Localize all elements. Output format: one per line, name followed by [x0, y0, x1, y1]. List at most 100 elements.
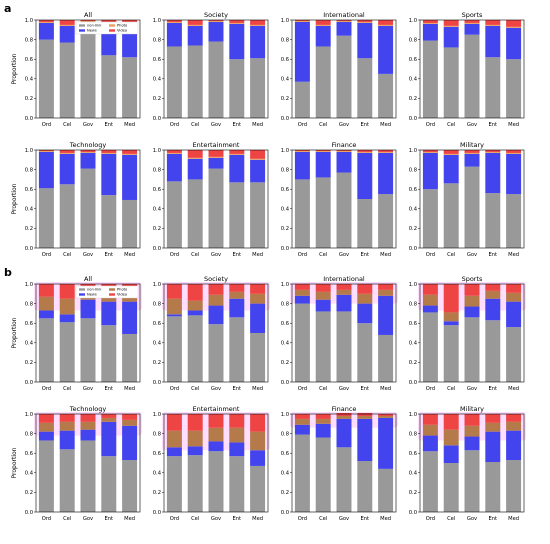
legend-swatch [79, 29, 85, 32]
bar-photo-ord [166, 152, 182, 154]
bar-non-link-med [250, 465, 266, 512]
bar-video-ord [294, 20, 310, 21]
bar-news-cel [315, 151, 331, 178]
y-axis-label: Proportion [11, 447, 18, 478]
legend-entry: non-link [87, 24, 102, 28]
y-tick-label: 1.0 [409, 412, 417, 418]
y-tick-label: 0.6 [409, 57, 417, 63]
bar-non-link-gov [336, 447, 352, 512]
bar-photo-gov [336, 415, 352, 419]
bar-non-link-ord [294, 434, 310, 512]
bar-photo-gov [464, 295, 480, 307]
bar-photo-ord [294, 418, 310, 425]
x-tick-label: Gov [211, 122, 221, 128]
axes-frame [291, 19, 397, 119]
bar-non-link-ord [422, 451, 438, 512]
bar-video-gov [208, 20, 224, 21]
y-tick-label: 1.0 [281, 282, 289, 288]
bar-photo-ent [357, 293, 373, 304]
bar-photo-cel [443, 25, 459, 27]
bar-non-link-gov [80, 440, 96, 512]
bar-non-link-cel [59, 322, 75, 382]
bar-news-med [506, 301, 522, 328]
bar-non-link-cel [59, 184, 75, 248]
bar-news-gov [80, 429, 96, 441]
axes-frame [35, 283, 141, 383]
y-tick-label: 0.6 [25, 57, 33, 63]
bar-news-ord [422, 23, 438, 41]
bar-news-ent [229, 23, 245, 60]
bar-news-ent [357, 303, 373, 324]
x-tick-label: Gov [339, 516, 349, 522]
legend-swatch [79, 293, 85, 296]
bar-photo-ord [38, 21, 54, 23]
bar-photo-cel [187, 157, 203, 159]
x-tick-label: Med [380, 122, 391, 128]
bar-non-link-med [250, 58, 266, 118]
y-tick-label: 0.8 [281, 167, 289, 173]
y-tick-label: 0.0 [409, 246, 417, 252]
x-tick-label: Ord [170, 122, 179, 128]
bar-non-link-gov [464, 317, 480, 382]
bar-video-cel [59, 20, 75, 25]
y-tick-label: 1.0 [409, 18, 417, 24]
bar-video-cel [187, 20, 203, 25]
y-tick-label: 0.8 [409, 431, 417, 437]
bar-news-ord [294, 424, 310, 435]
bar-news-ent [101, 153, 117, 196]
panel-a-label: a [4, 2, 11, 15]
y-tick-label: 0.6 [25, 187, 33, 193]
bar-video-gov [80, 150, 96, 152]
bar-video-gov [336, 284, 352, 290]
y-tick-label: 0.6 [409, 451, 417, 457]
bar-photo-ord [166, 430, 182, 448]
bar-photo-ent [101, 152, 117, 154]
bar-news-ent [357, 418, 373, 462]
chart-title: Technology [69, 405, 107, 413]
bar-news-ent [229, 442, 245, 457]
bar-non-link-ent [485, 462, 501, 512]
bar-non-link-ord [166, 181, 182, 248]
bar-video-cel [443, 284, 459, 313]
bar-news-ent [485, 152, 501, 194]
bar-news-med [506, 430, 522, 461]
bar-photo-med [506, 26, 522, 28]
y-tick-label: 0.2 [281, 360, 289, 366]
bar-photo-ent [229, 153, 245, 155]
bar-news-gov [464, 436, 480, 451]
x-tick-label: Ord [426, 122, 435, 128]
bar-non-link-ord [166, 316, 182, 382]
y-tick-label: 0.8 [153, 301, 161, 307]
bar-news-gov [464, 23, 480, 35]
bar-video-gov [336, 150, 352, 151]
y-tick-label: 1.0 [281, 412, 289, 418]
bar-photo-ent [485, 422, 501, 432]
chart-a-technology: Technology Ord Cel Gov Ent Med 0.0 0.2 0.4 0.6 0.8… [11, 141, 141, 258]
chart-title: All [84, 275, 92, 283]
legend-entry: Photo [117, 288, 127, 292]
legend-swatch [109, 288, 115, 291]
bar-non-link-ent [101, 55, 117, 118]
bar-video-cel [59, 414, 75, 422]
bar-photo-cel [443, 153, 459, 155]
bar-photo-ord [294, 289, 310, 296]
bar-video-med [250, 284, 266, 294]
x-tick-label: Gov [211, 516, 221, 522]
chart-b-sports: Sports Ord Cel Gov Ent Med 0.0 0.2 0.4 0.6 0.8 1.0 [409, 275, 526, 392]
bar-video-ent [485, 414, 501, 423]
bar-video-ord [422, 20, 438, 23]
chart-b-all: All Ord Cel Gov Ent Med 0.0 0.2 0.4 0.6 0.8 1.0 Prop… [11, 275, 142, 392]
bar-video-ord [294, 150, 310, 151]
bar-video-med [378, 284, 394, 290]
bar-non-link-ent [485, 193, 501, 248]
bar-news-gov [336, 294, 352, 312]
y-tick-label: 0.2 [281, 96, 289, 102]
bar-non-link-cel [187, 45, 203, 119]
bar-photo-cel [59, 24, 75, 26]
bar-non-link-med [506, 460, 522, 512]
x-tick-label: Ord [42, 252, 51, 258]
axes-frame [419, 283, 525, 383]
bar-non-link-gov [464, 450, 480, 512]
bar-news-cel [187, 25, 203, 46]
